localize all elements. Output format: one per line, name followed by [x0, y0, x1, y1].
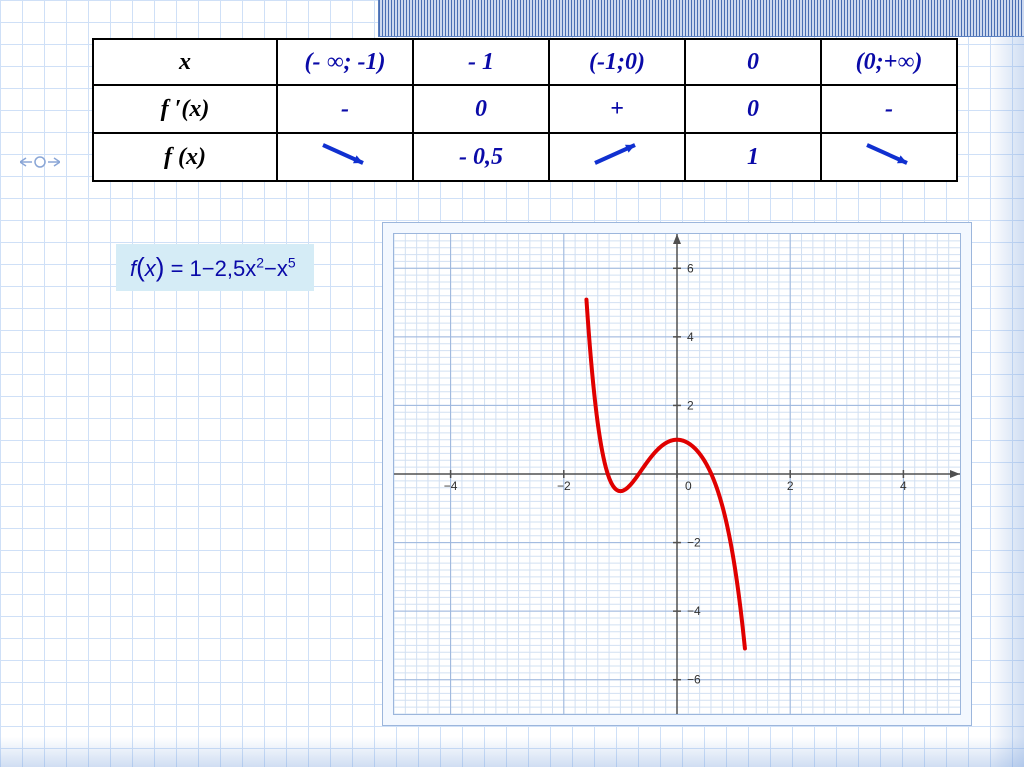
top-hatch-bar: [378, 0, 1024, 37]
table-cell: -: [821, 85, 957, 133]
table-row-header: x: [93, 39, 277, 85]
table-cell: -: [277, 85, 413, 133]
svg-text:0: 0: [685, 479, 692, 493]
svg-text:−4: −4: [687, 604, 701, 618]
table-cell: 0: [413, 85, 549, 133]
table-cell: 0: [685, 39, 821, 85]
svg-text:−2: −2: [557, 479, 571, 493]
right-edge-fade: [989, 36, 1024, 767]
table-cell: 1: [685, 133, 821, 181]
table-cell: 0: [685, 85, 821, 133]
bottom-edge-fade: [0, 737, 1024, 767]
table-cell: (-1;0): [549, 39, 685, 85]
trend-arrow-down-icon: [859, 139, 919, 169]
table-cell: +: [549, 85, 685, 133]
function-chart: −4 −2 0 2 4 −6 −4 −2 2 4 6: [382, 222, 972, 726]
svg-text:6: 6: [687, 261, 694, 275]
svg-text:2: 2: [787, 479, 794, 493]
table-cell: - 1: [413, 39, 549, 85]
sign-table: x(- ∞; -1)- 1(-1;0)0(0;+∞)f ′(x)-0+0-f (…: [92, 38, 958, 182]
table-cell: [821, 133, 957, 181]
chart-svg: −4 −2 0 2 4 −6 −4 −2 2 4 6: [394, 234, 960, 714]
svg-text:4: 4: [900, 479, 907, 493]
table-row-header: f (x): [93, 133, 277, 181]
svg-text:−2: −2: [687, 536, 701, 550]
table-cell: (0;+∞): [821, 39, 957, 85]
table-cell: - 0,5: [413, 133, 549, 181]
table-row-header: f ′(x): [93, 85, 277, 133]
svg-text:−4: −4: [444, 479, 458, 493]
table-cell: [277, 133, 413, 181]
trend-arrow-up-icon: [587, 139, 647, 169]
svg-text:2: 2: [687, 398, 694, 412]
table-cell: (- ∞; -1): [277, 39, 413, 85]
trend-arrow-down-icon: [315, 139, 375, 169]
chart-plot-area: −4 −2 0 2 4 −6 −4 −2 2 4 6: [393, 233, 961, 715]
function-formula: f(x) = 1−2,5x2−x5: [116, 244, 314, 291]
svg-text:4: 4: [687, 330, 694, 344]
slide-nav-widget: [20, 150, 60, 175]
table-cell: [549, 133, 685, 181]
svg-text:−6: −6: [687, 673, 701, 687]
